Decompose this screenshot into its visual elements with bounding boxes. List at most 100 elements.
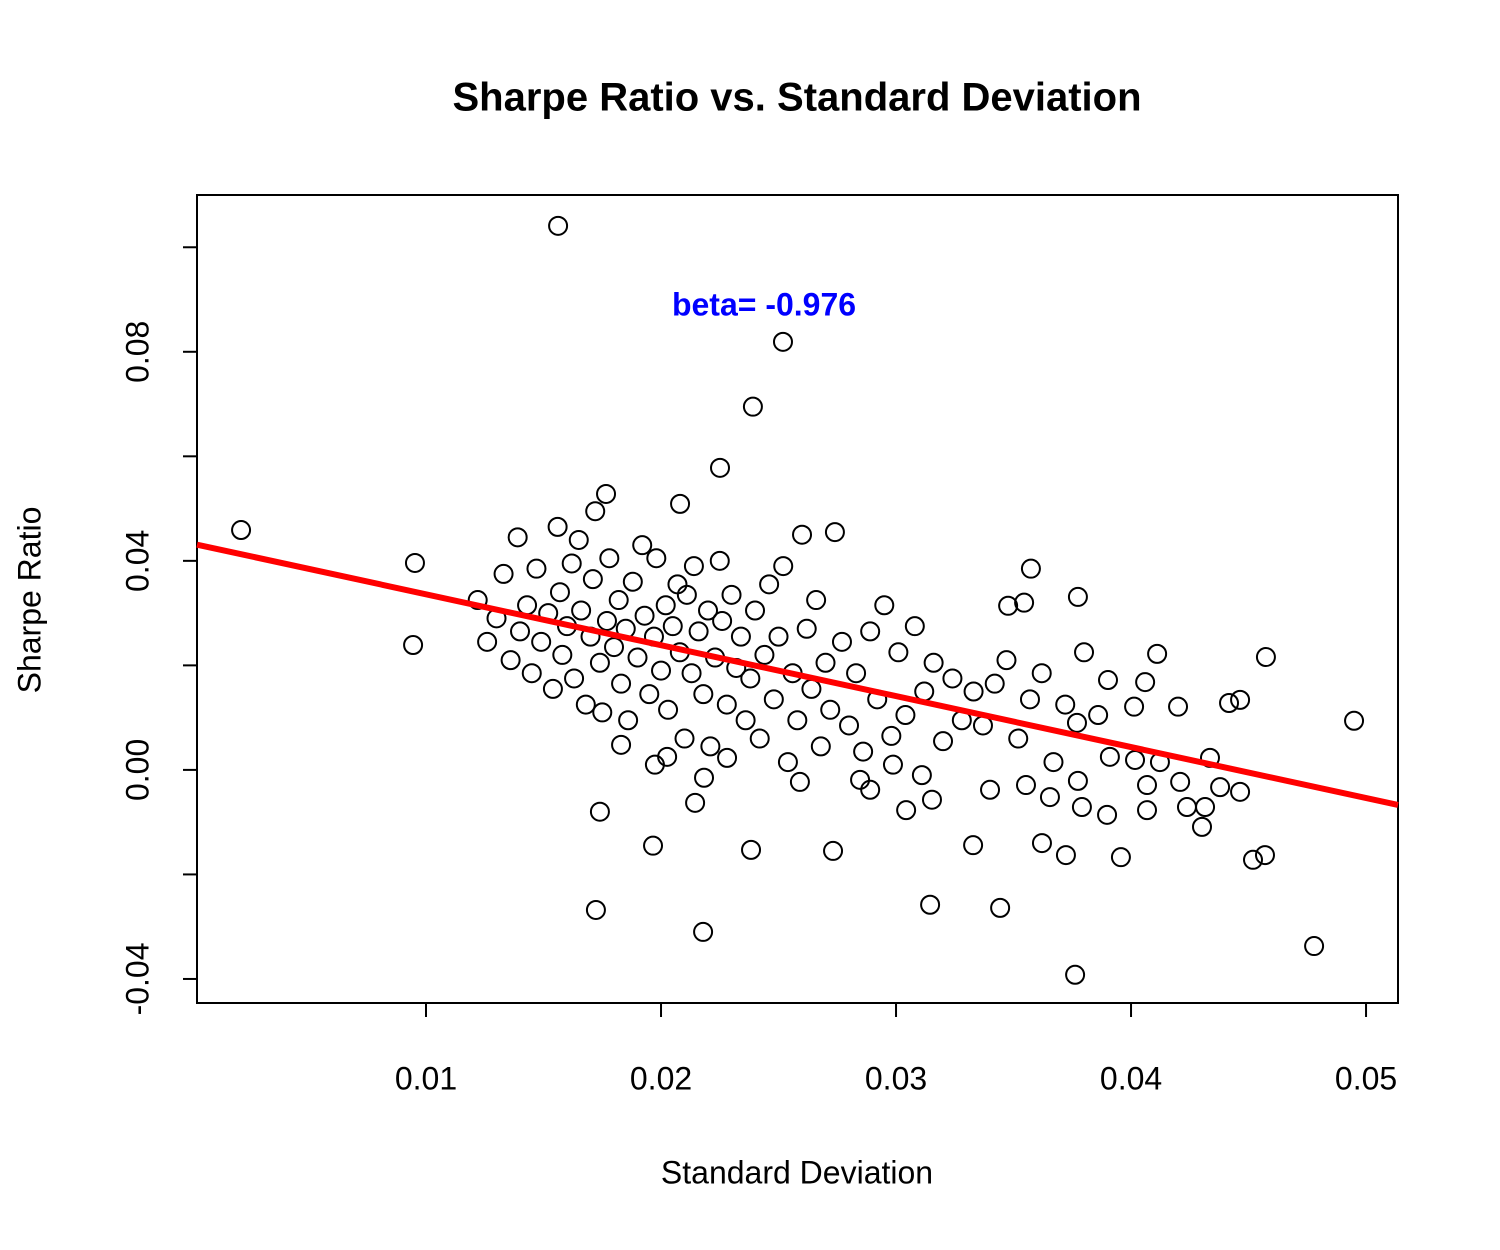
point: [592, 702, 613, 723]
point: [1147, 643, 1168, 664]
point: [1015, 775, 1036, 796]
point: [721, 584, 742, 605]
point: [846, 663, 867, 684]
point: [749, 728, 770, 749]
point: [632, 535, 653, 556]
point: [531, 631, 552, 652]
point: [820, 699, 841, 720]
point: [831, 631, 852, 652]
point: [507, 527, 528, 548]
point: [980, 779, 1001, 800]
point: [700, 736, 721, 757]
point: [1031, 663, 1052, 684]
point: [920, 894, 941, 915]
point: [655, 595, 676, 616]
point: [823, 840, 844, 861]
point: [740, 668, 761, 689]
point: [517, 595, 538, 616]
point: [896, 800, 917, 821]
point: [882, 754, 903, 775]
point: [1099, 746, 1120, 767]
point: [589, 801, 610, 822]
point: [963, 681, 984, 702]
point: [510, 621, 531, 642]
point: [585, 899, 606, 920]
point: [1088, 705, 1109, 726]
point: [627, 647, 648, 668]
point: [773, 556, 794, 577]
point: [674, 728, 695, 749]
point: [604, 637, 625, 658]
point: [1055, 694, 1076, 715]
point: [1230, 781, 1251, 802]
point: [1031, 833, 1052, 854]
point: [589, 652, 610, 673]
point: [914, 681, 935, 702]
point: [1008, 728, 1029, 749]
point: [685, 792, 706, 813]
point: [1125, 749, 1146, 770]
x-tick-label: 0.03: [865, 1060, 927, 1096]
x-tick-label: 0.02: [630, 1060, 692, 1096]
point: [923, 652, 944, 673]
point: [772, 331, 793, 352]
y-tick-label: 0.00: [119, 739, 155, 801]
point: [1254, 845, 1275, 866]
point: [759, 574, 780, 595]
plot-frame: [196, 194, 1399, 1004]
fit-line: [196, 541, 1399, 808]
point: [477, 631, 498, 652]
point: [1170, 771, 1191, 792]
point: [667, 574, 688, 595]
x-tick-label: 0.01: [395, 1060, 457, 1096]
point: [670, 493, 691, 514]
point: [404, 552, 425, 573]
point: [564, 668, 585, 689]
point: [1074, 642, 1095, 663]
point: [742, 396, 763, 417]
point: [1255, 647, 1276, 668]
point: [596, 483, 617, 504]
point: [717, 747, 738, 768]
point: [1192, 816, 1213, 837]
point: [716, 694, 737, 715]
point: [582, 569, 603, 590]
point: [1230, 689, 1251, 710]
x-axis-label: Standard Deviation: [661, 1154, 933, 1190]
annotation: beta= -0.976: [672, 286, 856, 322]
point: [403, 634, 424, 655]
point: [552, 644, 573, 665]
point: [1124, 696, 1145, 717]
point: [754, 644, 775, 665]
point: [526, 558, 547, 579]
point: [1137, 775, 1158, 796]
point: [787, 710, 808, 731]
point: [657, 746, 678, 767]
point: [745, 600, 766, 621]
point: [698, 600, 719, 621]
point: [1135, 672, 1156, 693]
point: [1020, 558, 1041, 579]
point: [694, 767, 715, 788]
point: [611, 673, 632, 694]
point: [618, 710, 639, 731]
point: [824, 522, 845, 543]
point: [712, 610, 733, 631]
point: [646, 548, 667, 569]
point: [730, 626, 751, 647]
point: [990, 897, 1011, 918]
point: [622, 571, 643, 592]
y-tick-label: 0.04: [119, 530, 155, 592]
chart-title: Sharpe Ratio vs. Standard Deviation: [452, 76, 1141, 120]
point: [942, 668, 963, 689]
point: [1243, 849, 1264, 870]
point: [911, 765, 932, 786]
point: [796, 618, 817, 639]
point: [768, 626, 789, 647]
point: [1066, 712, 1087, 733]
point: [1043, 752, 1064, 773]
point: [599, 548, 620, 569]
point: [874, 595, 895, 616]
